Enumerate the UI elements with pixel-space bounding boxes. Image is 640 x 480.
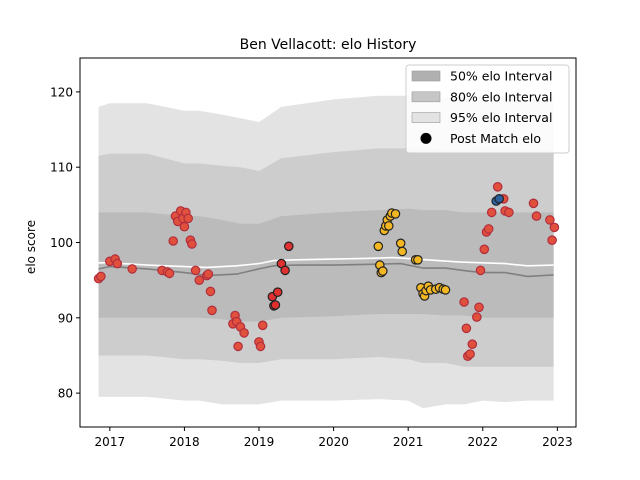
legend-marker (420, 132, 432, 144)
data-point (475, 265, 486, 276)
x-tick-label: 2022 (467, 435, 498, 449)
data-point (183, 213, 193, 224)
data-point (461, 323, 472, 334)
data-point (397, 246, 407, 257)
data-point (373, 241, 384, 252)
axes: 2017 2018 2019 2020 2021 2022 2023 80 90 100 110 12… (50, 57, 577, 449)
mean-line (98, 256, 554, 269)
x-tick-label: 2020 (318, 435, 349, 449)
data-point (164, 268, 175, 279)
x-tick-label: 2019 (244, 435, 275, 449)
data-point (479, 244, 490, 255)
y-tick-label: 120 (50, 85, 73, 99)
x-tick-label: 2017 (95, 435, 126, 449)
legend-label: 95% elo Interval (450, 110, 552, 125)
legend-label: 50% elo Interval (450, 69, 552, 84)
data-point (504, 207, 514, 218)
data-point (528, 198, 539, 209)
legend-swatch (411, 91, 441, 103)
y-axis-label: elo score (24, 220, 38, 274)
chart-title: Ben Vellacott: elo History (240, 37, 417, 53)
data-point (549, 222, 560, 233)
legend-label: 80% elo Interval (450, 89, 552, 104)
data-point (96, 271, 106, 282)
data-point (190, 265, 201, 276)
data-point (547, 235, 557, 245)
data-point (233, 341, 243, 352)
data-point (179, 221, 190, 232)
series-0 (93, 206, 268, 352)
data-point (440, 285, 451, 295)
data-point (459, 297, 469, 307)
y-tick-label: 110 (50, 161, 73, 175)
data-point (390, 209, 401, 219)
y-tick-label: 90 (58, 311, 73, 325)
x-tick-label: 2018 (169, 435, 200, 449)
data-point (255, 341, 266, 352)
data-point (395, 238, 406, 249)
data-point (283, 241, 294, 252)
legend-label: Post Match elo (450, 131, 541, 146)
plot-content (93, 95, 560, 409)
data-point (467, 339, 478, 349)
data-point (112, 258, 123, 269)
data-point (205, 286, 216, 297)
data-point (486, 207, 497, 218)
data-point (494, 194, 504, 204)
data-point (545, 215, 555, 225)
plot-area (93, 95, 560, 409)
data-point (194, 275, 205, 285)
data-point (383, 221, 394, 231)
x-tick-label: 2021 (393, 435, 424, 449)
x-tick-label: 2023 (542, 435, 573, 449)
data-point (377, 266, 388, 276)
legend-swatch (411, 112, 441, 123)
data-point (257, 320, 268, 331)
data-point (465, 349, 475, 359)
data-point (483, 224, 494, 234)
data-point (207, 305, 217, 316)
data-point (272, 287, 283, 297)
data-point (280, 265, 290, 276)
data-point (239, 328, 249, 338)
data-point (168, 236, 178, 246)
data-point (203, 269, 214, 279)
data-point (531, 211, 542, 221)
data-point (413, 254, 423, 265)
y-tick-label: 80 (58, 387, 73, 401)
series-2 (373, 208, 451, 301)
y-tick-label: 100 (50, 236, 73, 250)
legend: 50% elo Interval 80% elo Interval 95% elo … (405, 64, 570, 154)
data-point (474, 302, 484, 313)
data-point (471, 312, 482, 322)
legend-box (405, 64, 570, 154)
data-point (270, 300, 281, 310)
legend-swatch (411, 70, 441, 82)
data-point (492, 182, 503, 192)
series-4 (491, 194, 504, 206)
data-point (187, 239, 197, 249)
series-1 (267, 241, 294, 311)
data-point (127, 264, 137, 274)
